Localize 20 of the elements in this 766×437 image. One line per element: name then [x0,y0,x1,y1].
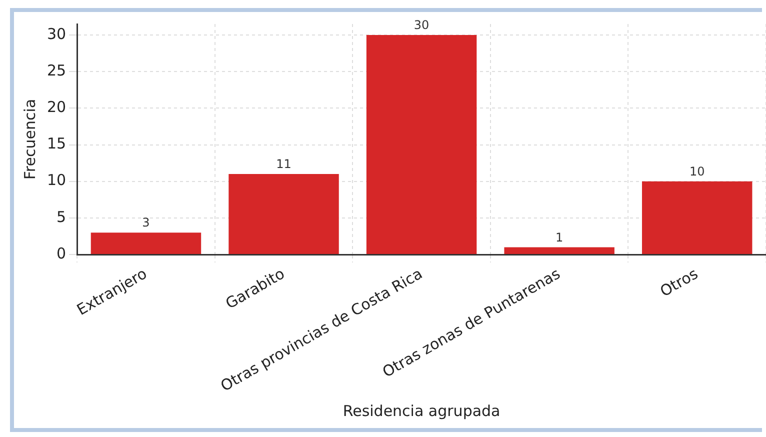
y-tick-label: 15 [46,134,66,153]
bar [228,174,339,254]
bar [366,34,477,254]
y-tick-label: 5 [56,208,66,226]
x-tick-label: Otros [656,264,702,300]
y-tick-label: 20 [46,98,66,116]
x-axis-title: Residencia agrupada [342,402,500,420]
bar [90,232,202,254]
data-label: 11 [276,157,292,172]
y-tick-label: 0 [56,244,66,262]
y-tick-label: 10 [46,171,66,190]
data-label: 1 [556,230,564,244]
bar [504,247,614,254]
y-axis-title: Frecuencia [20,98,39,180]
y-tick-label: 25 [46,61,66,80]
y-tick-label: 30 [46,24,66,43]
data-label: 3 [142,216,150,230]
data-label: 30 [414,18,430,32]
data-label: 10 [689,164,705,178]
bar [642,181,752,254]
